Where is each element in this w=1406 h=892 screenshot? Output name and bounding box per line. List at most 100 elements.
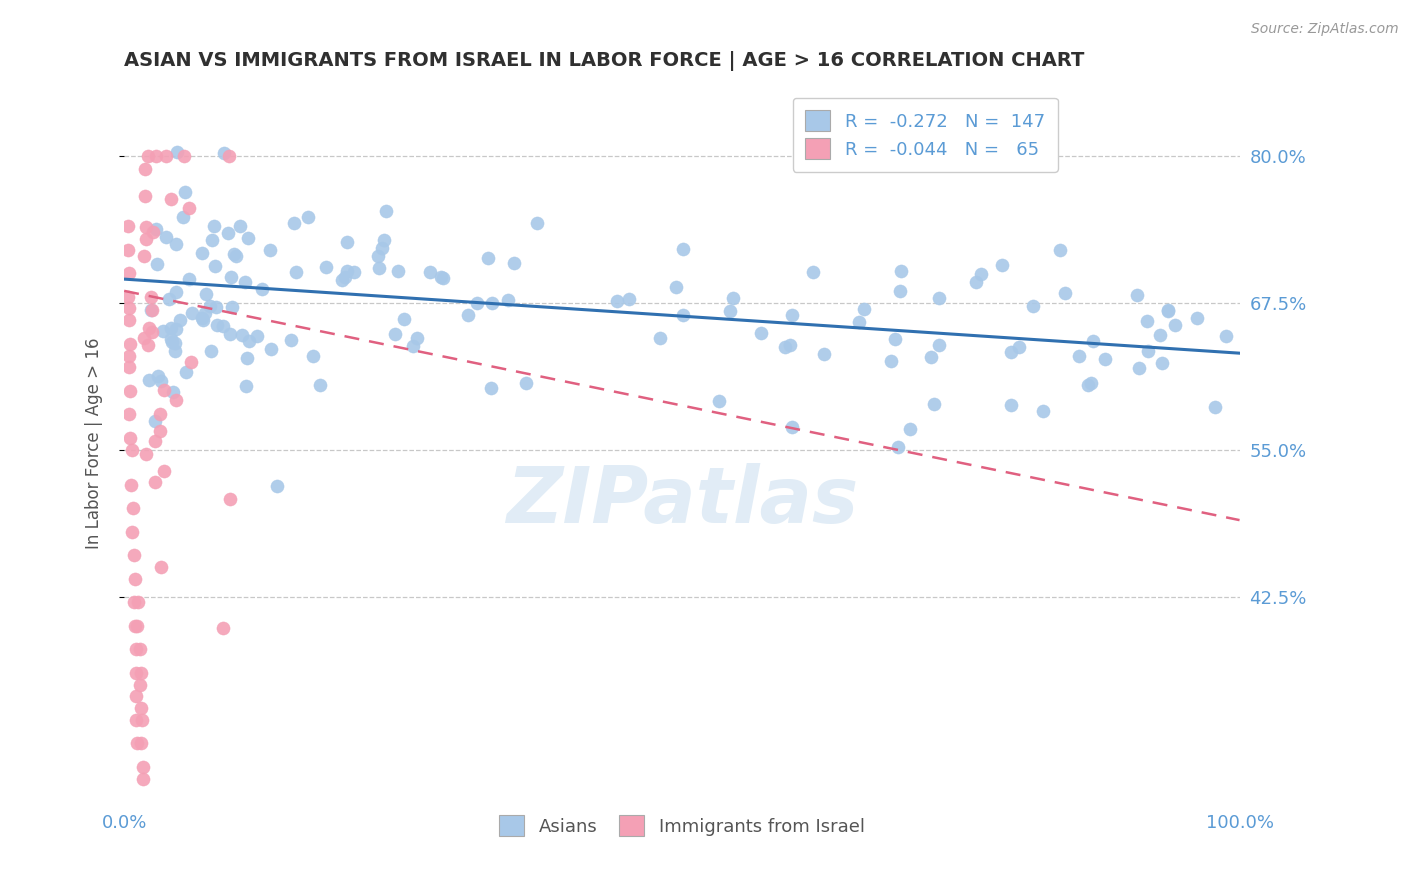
Point <box>141 325 163 339</box>
Point <box>1000 345 1022 359</box>
Point <box>1149 327 1171 342</box>
Point <box>280 333 302 347</box>
Point <box>152 324 174 338</box>
Point <box>457 309 479 323</box>
Point <box>117 243 139 257</box>
Point <box>1081 334 1104 349</box>
Point <box>135 232 157 246</box>
Point <box>718 303 741 318</box>
Point <box>283 216 305 230</box>
Point <box>848 315 870 329</box>
Point <box>177 272 200 286</box>
Point <box>134 188 156 202</box>
Point <box>1049 243 1071 257</box>
Point <box>149 424 172 438</box>
Point <box>801 265 824 279</box>
Point <box>212 621 235 635</box>
Point <box>135 220 157 235</box>
Point <box>1021 299 1043 313</box>
Point <box>1069 349 1091 363</box>
Point <box>212 145 235 160</box>
Point <box>142 225 165 239</box>
Point <box>118 407 141 421</box>
Point <box>160 192 183 206</box>
Point <box>163 343 186 358</box>
Point <box>887 440 910 454</box>
Point <box>1054 285 1077 300</box>
Point <box>1163 318 1185 332</box>
Point <box>336 263 359 277</box>
Point <box>134 162 156 177</box>
Point <box>131 760 153 774</box>
Point <box>374 203 396 218</box>
Point <box>205 300 228 314</box>
Point <box>1157 303 1180 318</box>
Point <box>890 264 912 278</box>
Point <box>665 279 688 293</box>
Point <box>1157 302 1180 317</box>
Point <box>235 275 257 289</box>
Point <box>120 431 142 445</box>
Point <box>169 313 191 327</box>
Point <box>229 219 252 233</box>
Point <box>1094 352 1116 367</box>
Point <box>672 242 695 256</box>
Point <box>315 260 337 274</box>
Point <box>118 301 141 316</box>
Point <box>371 241 394 255</box>
Point <box>218 326 240 341</box>
Point <box>853 302 876 317</box>
Point <box>236 351 259 366</box>
Point <box>138 373 160 387</box>
Point <box>165 392 187 407</box>
Point <box>465 296 488 310</box>
Point <box>146 369 169 384</box>
Point <box>1135 313 1157 327</box>
Point <box>1152 356 1174 370</box>
Point <box>477 251 499 265</box>
Point <box>221 300 243 314</box>
Point <box>309 378 332 392</box>
Point <box>136 338 159 352</box>
Point <box>235 379 257 393</box>
Point <box>259 243 281 257</box>
Point <box>124 595 146 609</box>
Point <box>496 293 519 308</box>
Point <box>141 302 163 317</box>
Point <box>124 690 146 704</box>
Point <box>122 549 145 563</box>
Point <box>336 235 359 249</box>
Point <box>121 524 143 539</box>
Point <box>145 222 167 236</box>
Point <box>221 270 243 285</box>
Point <box>218 492 240 507</box>
Point <box>160 332 183 346</box>
Point <box>129 678 152 692</box>
Point <box>127 619 149 633</box>
Text: Source: ZipAtlas.com: Source: ZipAtlas.com <box>1251 22 1399 37</box>
Point <box>617 292 640 306</box>
Point <box>145 257 167 271</box>
Point <box>155 230 177 244</box>
Point <box>749 326 772 341</box>
Point <box>135 447 157 461</box>
Point <box>238 334 260 349</box>
Point <box>143 434 166 449</box>
Point <box>515 376 537 390</box>
Point <box>1215 329 1237 343</box>
Point <box>141 289 163 303</box>
Point <box>218 149 240 163</box>
Point <box>260 342 283 356</box>
Point <box>120 478 142 492</box>
Point <box>166 145 188 160</box>
Point <box>392 312 415 326</box>
Point <box>1128 361 1150 376</box>
Point <box>884 332 907 346</box>
Point <box>138 321 160 335</box>
Point <box>149 407 172 421</box>
Point <box>176 365 198 379</box>
Point <box>191 312 214 326</box>
Point <box>117 219 139 234</box>
Point <box>129 701 152 715</box>
Point <box>124 619 146 633</box>
